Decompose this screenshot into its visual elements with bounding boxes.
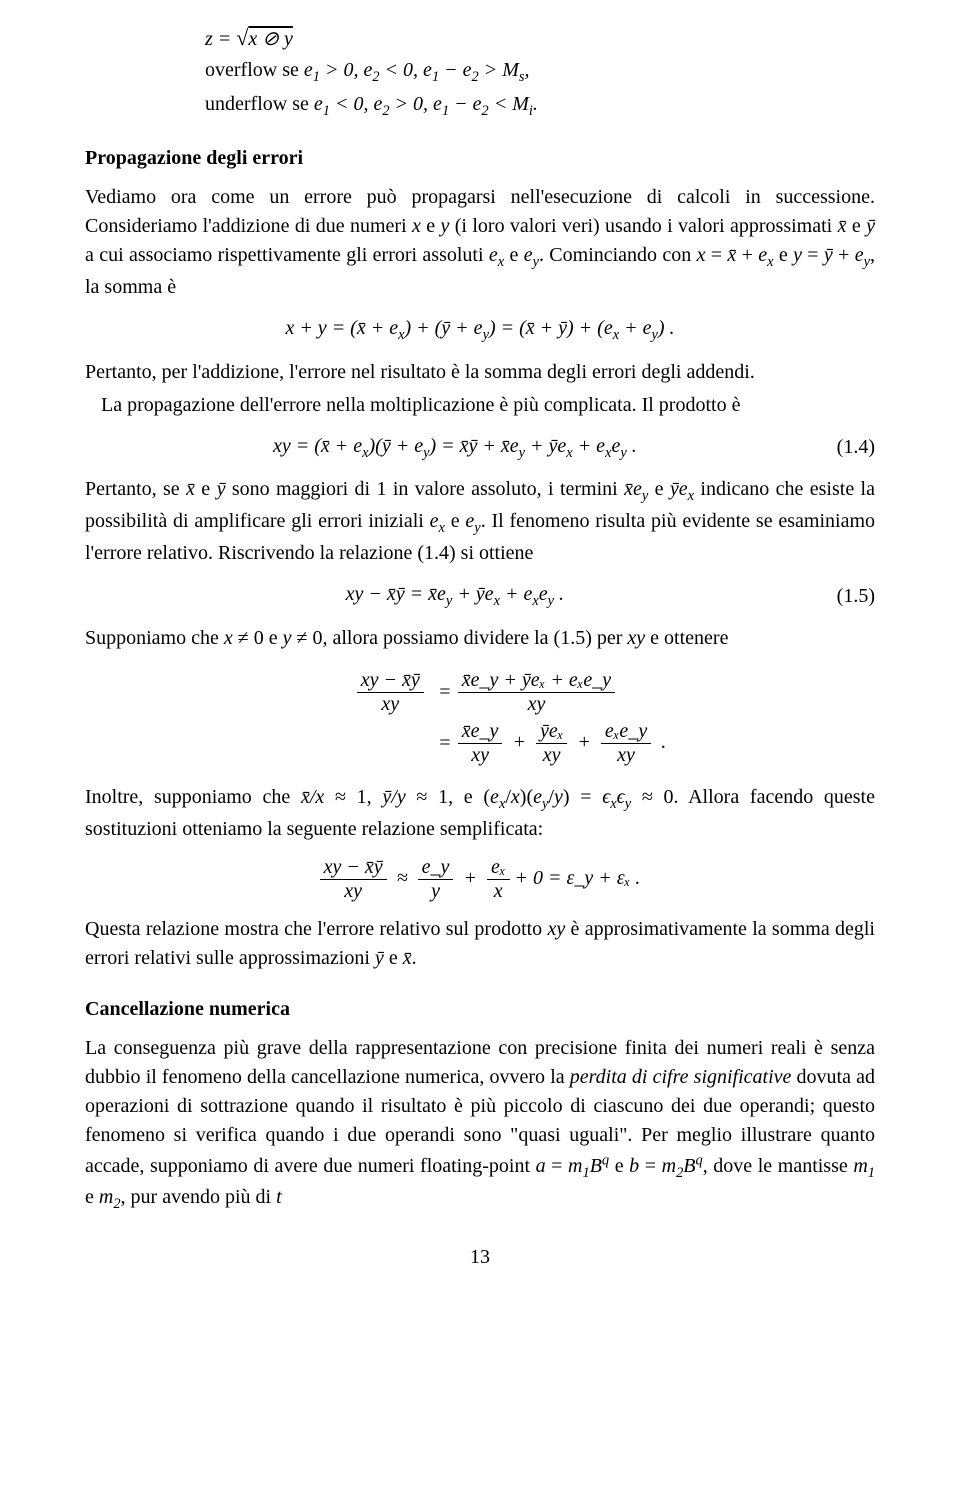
overflow-line: overflow se e1 > 0, e2 < 0, e1 − e2 > Ms…	[205, 56, 875, 88]
eq-simplified: xy − x̄ȳxy ≈ e_yy + eₓx + 0 = ε_y + εₓ .	[85, 856, 875, 903]
underflow-label: underflow se	[205, 93, 314, 115]
page-number: 13	[85, 1243, 875, 1272]
section2-para1: La conseguenza più grave della rappresen…	[85, 1034, 875, 1215]
section1-heading: Propagazione degli errori	[85, 144, 875, 173]
section1-para5: Supponiamo che x ≠ 0 e y ≠ 0, allora pos…	[85, 624, 875, 653]
eq-1-4: xy = (x̄ + ex)(ȳ + ey) = x̄ȳ + x̄ey + ȳe…	[85, 432, 875, 464]
section1-para1: Vediamo ora come un errore può propagars…	[85, 183, 875, 302]
eq-frac-expand: xy − x̄ȳxy = x̄e_y + ȳeₓ + eₓe_yxy = x̄e…	[85, 665, 875, 771]
eq-sqrt: z = √x ⊘ y	[205, 22, 875, 54]
eq-1-5-num: (1.5)	[837, 582, 875, 611]
section1-para4: Pertanto, se x̄ e ȳ sono maggiori di 1 i…	[85, 475, 875, 568]
top-math-block: z = √x ⊘ y overflow se e1 > 0, e2 < 0, e…	[205, 22, 875, 122]
section1-para6: Inoltre, supponiamo che x̄/x ≈ 1, ȳ/y ≈ …	[85, 783, 875, 844]
eq-sum: x + y = (x̄ + ex) + (ȳ + ey) = (x̄ + ȳ) …	[85, 314, 875, 346]
section1-para7: Questa relazione mostra che l'errore rel…	[85, 915, 875, 973]
section2-heading: Cancellazione numerica	[85, 995, 875, 1024]
section1-para2: Pertanto, per l'addizione, l'errore nel …	[85, 358, 875, 387]
section1-para3: La propagazione dell'errore nella moltip…	[85, 391, 875, 420]
underflow-line: underflow se e1 < 0, e2 > 0, e1 − e2 < M…	[205, 90, 875, 122]
overflow-label: overflow se	[205, 59, 304, 81]
eq-1-5: xy − x̄ȳ = x̄ey + ȳex + exey . (1.5)	[85, 580, 875, 612]
page-container: z = √x ⊘ y overflow se e1 > 0, e2 < 0, e…	[0, 0, 960, 1499]
eq-1-4-num: (1.4)	[837, 433, 875, 462]
